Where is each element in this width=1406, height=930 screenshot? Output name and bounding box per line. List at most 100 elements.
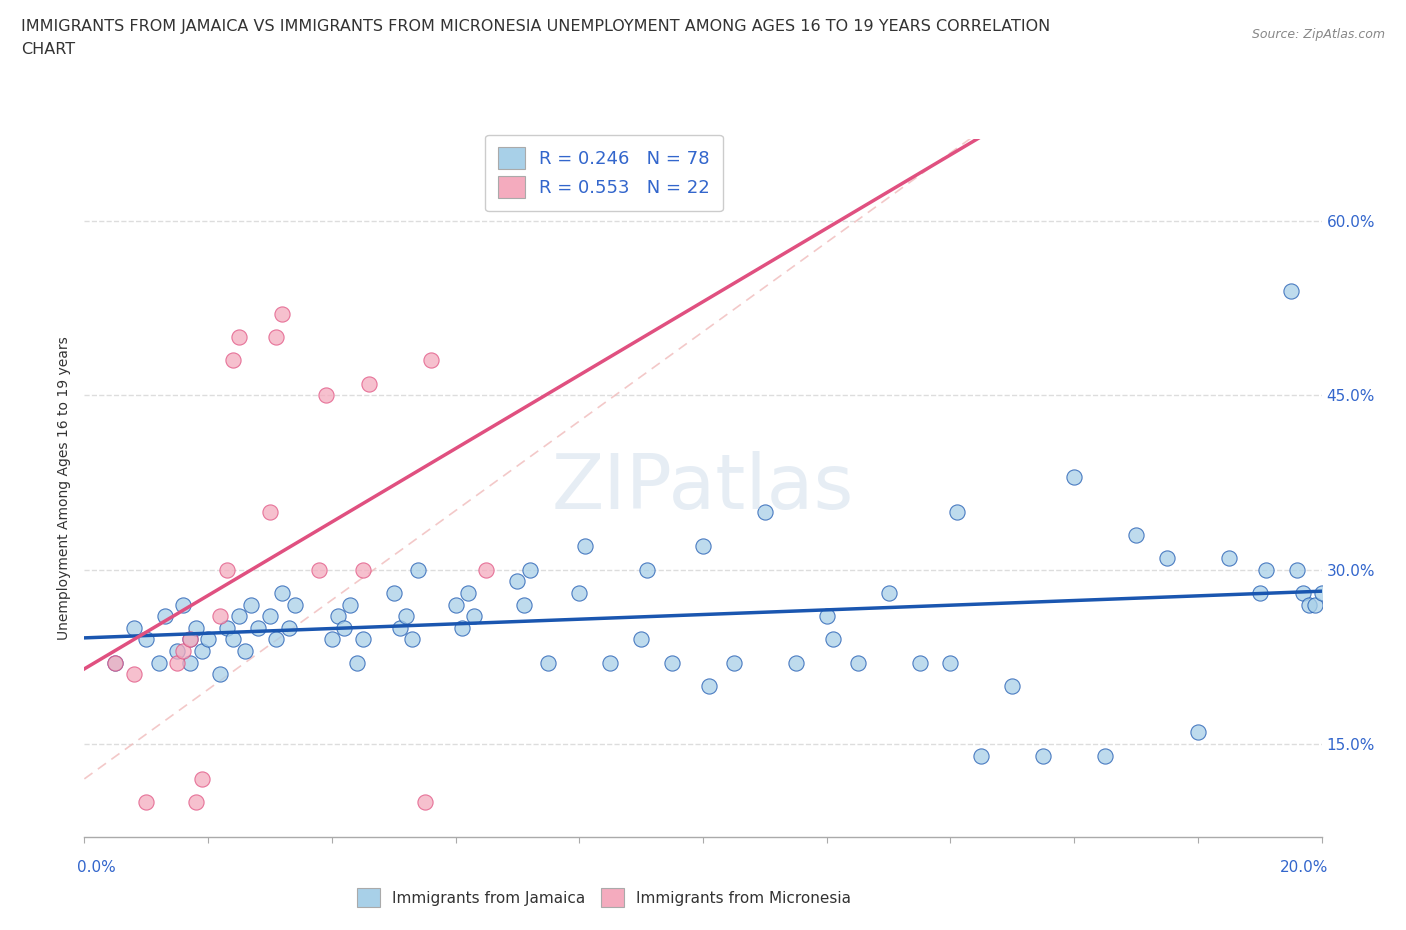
Point bbox=[184, 794, 207, 809]
Text: 0.0%: 0.0% bbox=[77, 860, 117, 875]
Point bbox=[444, 597, 467, 612]
Point bbox=[450, 620, 472, 635]
Point bbox=[463, 609, 485, 624]
Point bbox=[271, 307, 294, 322]
Point bbox=[1254, 562, 1277, 577]
Point bbox=[135, 632, 157, 647]
Point bbox=[692, 539, 714, 554]
Legend: Immigrants from Jamaica, Immigrants from Micronesia: Immigrants from Jamaica, Immigrants from… bbox=[352, 883, 858, 913]
Point bbox=[246, 620, 269, 635]
Point bbox=[222, 353, 245, 368]
Point bbox=[785, 656, 807, 671]
Point bbox=[148, 656, 170, 671]
Point bbox=[179, 632, 201, 647]
Point bbox=[697, 679, 720, 694]
Point bbox=[512, 597, 534, 612]
Point bbox=[166, 644, 188, 658]
Point bbox=[395, 609, 418, 624]
Point bbox=[264, 632, 287, 647]
Point bbox=[191, 644, 214, 658]
Point bbox=[723, 656, 745, 671]
Point bbox=[240, 597, 263, 612]
Point bbox=[277, 620, 299, 635]
Point bbox=[209, 609, 232, 624]
Point bbox=[574, 539, 596, 554]
Point bbox=[333, 620, 356, 635]
Point bbox=[1063, 470, 1085, 485]
Point bbox=[413, 794, 436, 809]
Point bbox=[284, 597, 307, 612]
Point bbox=[599, 656, 621, 671]
Point bbox=[754, 504, 776, 519]
Point bbox=[1001, 679, 1024, 694]
Point bbox=[815, 609, 838, 624]
Point bbox=[166, 656, 188, 671]
Point bbox=[122, 620, 145, 635]
Point bbox=[259, 609, 281, 624]
Point bbox=[352, 632, 374, 647]
Point bbox=[153, 609, 176, 624]
Point bbox=[475, 562, 498, 577]
Point bbox=[636, 562, 658, 577]
Point bbox=[661, 656, 683, 671]
Point bbox=[104, 656, 127, 671]
Point bbox=[184, 620, 207, 635]
Point bbox=[339, 597, 361, 612]
Point bbox=[1310, 586, 1333, 601]
Point bbox=[1292, 586, 1315, 601]
Point bbox=[346, 656, 368, 671]
Point bbox=[1032, 748, 1054, 763]
Point bbox=[939, 656, 962, 671]
Point bbox=[172, 644, 194, 658]
Point bbox=[519, 562, 541, 577]
Point bbox=[1094, 748, 1116, 763]
Point bbox=[321, 632, 343, 647]
Point bbox=[568, 586, 591, 601]
Point bbox=[122, 667, 145, 682]
Point bbox=[1298, 597, 1320, 612]
Point bbox=[821, 632, 844, 647]
Point bbox=[846, 656, 869, 671]
Point bbox=[104, 656, 127, 671]
Point bbox=[308, 562, 330, 577]
Y-axis label: Unemployment Among Ages 16 to 19 years: Unemployment Among Ages 16 to 19 years bbox=[58, 337, 72, 640]
Point bbox=[326, 609, 349, 624]
Point bbox=[215, 562, 238, 577]
Point bbox=[630, 632, 652, 647]
Point bbox=[315, 388, 337, 403]
Point bbox=[1279, 284, 1302, 299]
Point bbox=[457, 586, 479, 601]
Point bbox=[233, 644, 256, 658]
Point bbox=[1218, 551, 1240, 565]
Point bbox=[352, 562, 374, 577]
Point bbox=[191, 772, 214, 787]
Text: IMMIGRANTS FROM JAMAICA VS IMMIGRANTS FROM MICRONESIA UNEMPLOYMENT AMONG AGES 16: IMMIGRANTS FROM JAMAICA VS IMMIGRANTS FR… bbox=[21, 19, 1050, 33]
Point bbox=[222, 632, 245, 647]
Point bbox=[970, 748, 993, 763]
Point bbox=[1156, 551, 1178, 565]
Point bbox=[1305, 597, 1327, 612]
Point bbox=[259, 504, 281, 519]
Point bbox=[877, 586, 900, 601]
Point bbox=[1249, 586, 1271, 601]
Point bbox=[357, 377, 380, 392]
Point bbox=[382, 586, 405, 601]
Point bbox=[388, 620, 411, 635]
Point bbox=[271, 586, 294, 601]
Point bbox=[197, 632, 219, 647]
Point bbox=[179, 656, 201, 671]
Point bbox=[209, 667, 232, 682]
Point bbox=[179, 632, 201, 647]
Point bbox=[264, 330, 287, 345]
Point bbox=[1125, 527, 1147, 542]
Point bbox=[1285, 562, 1308, 577]
Point bbox=[408, 562, 430, 577]
Text: 20.0%: 20.0% bbox=[1281, 860, 1329, 875]
Point bbox=[135, 794, 157, 809]
Point bbox=[401, 632, 423, 647]
Point bbox=[1187, 725, 1209, 740]
Point bbox=[506, 574, 529, 589]
Point bbox=[537, 656, 560, 671]
Point bbox=[172, 597, 194, 612]
Point bbox=[945, 504, 967, 519]
